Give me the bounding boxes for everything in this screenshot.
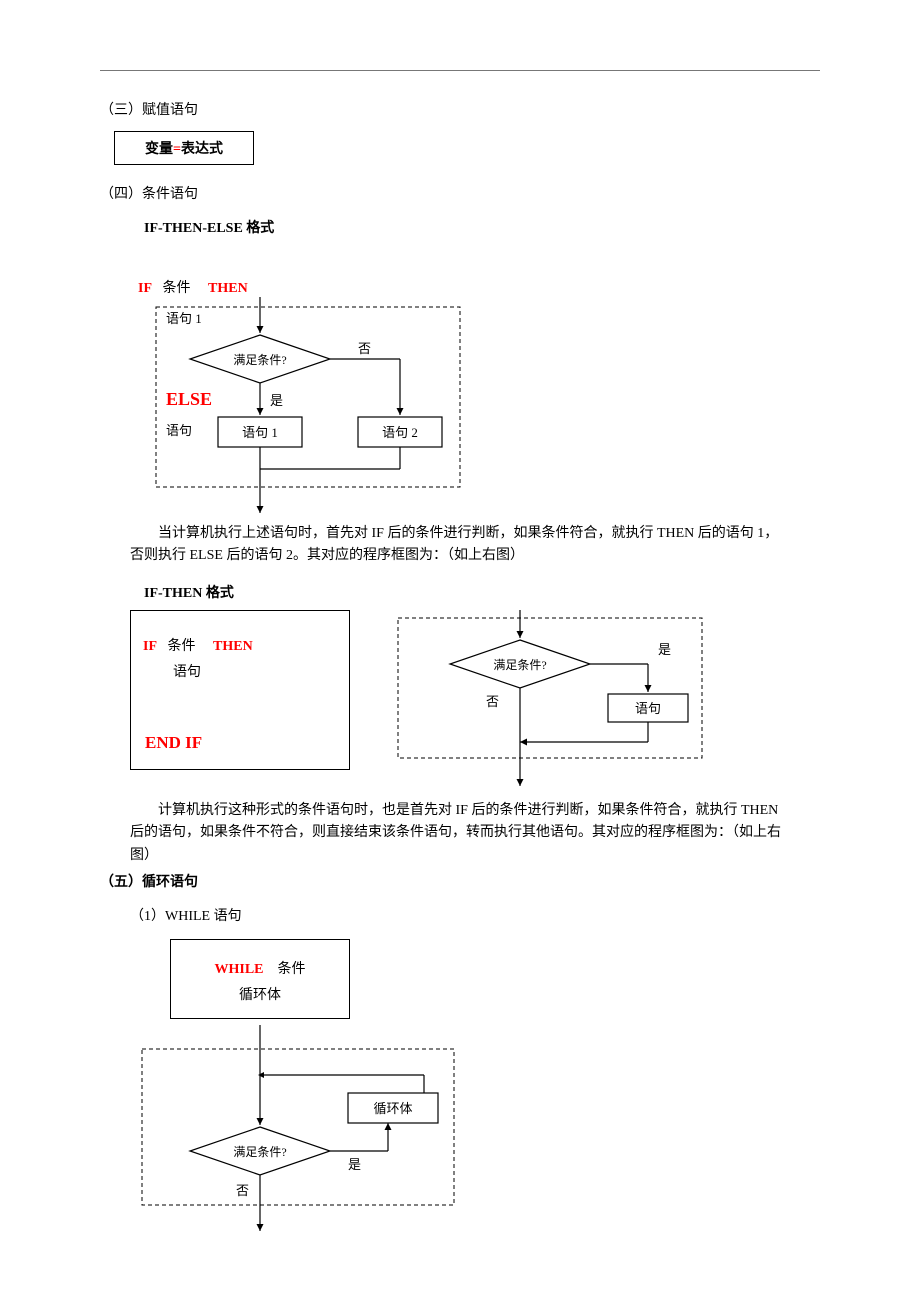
kw-endif: END IF	[145, 733, 202, 753]
kw-while: WHILE	[214, 962, 263, 977]
fc3-yes: 是	[348, 1157, 361, 1172]
fc1-box1: 语句 1	[242, 425, 278, 440]
kw-while-cond: 条件	[278, 962, 306, 977]
kw-cond2: 条件	[168, 639, 196, 654]
fc3-body: 循环体	[373, 1101, 412, 1116]
while-flowchart: 满足条件? 是 循环体 否	[130, 1025, 820, 1235]
section-3-title: （三）赋值语句	[100, 99, 820, 119]
fc2-no: 否	[486, 694, 499, 709]
if-then-else-paragraph: 当计算机执行上述语句时，首先对 IF 后的条件进行判断，如果条件符合，就执行 T…	[130, 523, 790, 568]
fc1-box2: 语句 2	[382, 425, 418, 440]
section-5-title: （五）循环语句	[100, 871, 820, 891]
section-4-title: （四）条件语句	[100, 183, 820, 203]
assign-expr: 表达式	[181, 142, 223, 157]
if-then-label: IF-THEN 格式	[144, 582, 820, 602]
kw-stmt2: 语句	[173, 665, 201, 680]
kw-while-body: 循环体	[239, 988, 281, 1003]
fc1-stmt1-label: 语句 1	[166, 311, 202, 326]
fc1-no: 否	[358, 341, 371, 356]
kw-cond	[156, 281, 163, 296]
fc2-cond: 满足条件?	[493, 658, 546, 672]
if-then-else-syntax-line: IF 条件 THEN	[138, 277, 820, 297]
if-then-else-flowchart: 语句 1 满足条件? 否 ELSE 是 语句 语句 1 语句 2	[130, 297, 820, 517]
kw-cond-text: 条件	[163, 281, 191, 296]
page-header-rule	[100, 70, 820, 71]
if-then-else-label: IF-THEN-ELSE 格式	[144, 217, 820, 237]
fc1-else: ELSE	[166, 389, 212, 409]
fc1-stmt-left: 语句	[166, 423, 192, 438]
assign-eq: =	[173, 142, 181, 157]
while-syntax-box: WHILE 条件 循环体	[170, 939, 350, 1019]
kw-then2: THEN	[213, 639, 253, 654]
if-then-flowchart: 满足条件? 是 语句 否	[390, 610, 710, 790]
fc3-no: 否	[236, 1183, 249, 1198]
fc2-stmt: 语句	[635, 701, 661, 716]
fc3-cond: 满足条件?	[233, 1145, 286, 1159]
fc1-yes: 是	[270, 393, 283, 408]
while-sub: （1）WHILE 语句	[130, 905, 820, 925]
kw-if: IF	[138, 281, 152, 296]
assignment-syntax-box: 变量=表达式	[114, 131, 254, 165]
kw-then: THEN	[208, 281, 248, 296]
kw-if2: IF	[143, 639, 157, 654]
fc1-cond: 满足条件?	[233, 353, 286, 367]
if-then-syntax-box: IF 条件 THEN 语句 END IF	[130, 610, 350, 770]
assign-var: 变量	[145, 142, 173, 157]
fc2-yes: 是	[658, 642, 671, 657]
if-then-paragraph: 计算机执行这种形式的条件语句时，也是首先对 IF 后的条件进行判断，如果条件符合…	[130, 800, 790, 867]
